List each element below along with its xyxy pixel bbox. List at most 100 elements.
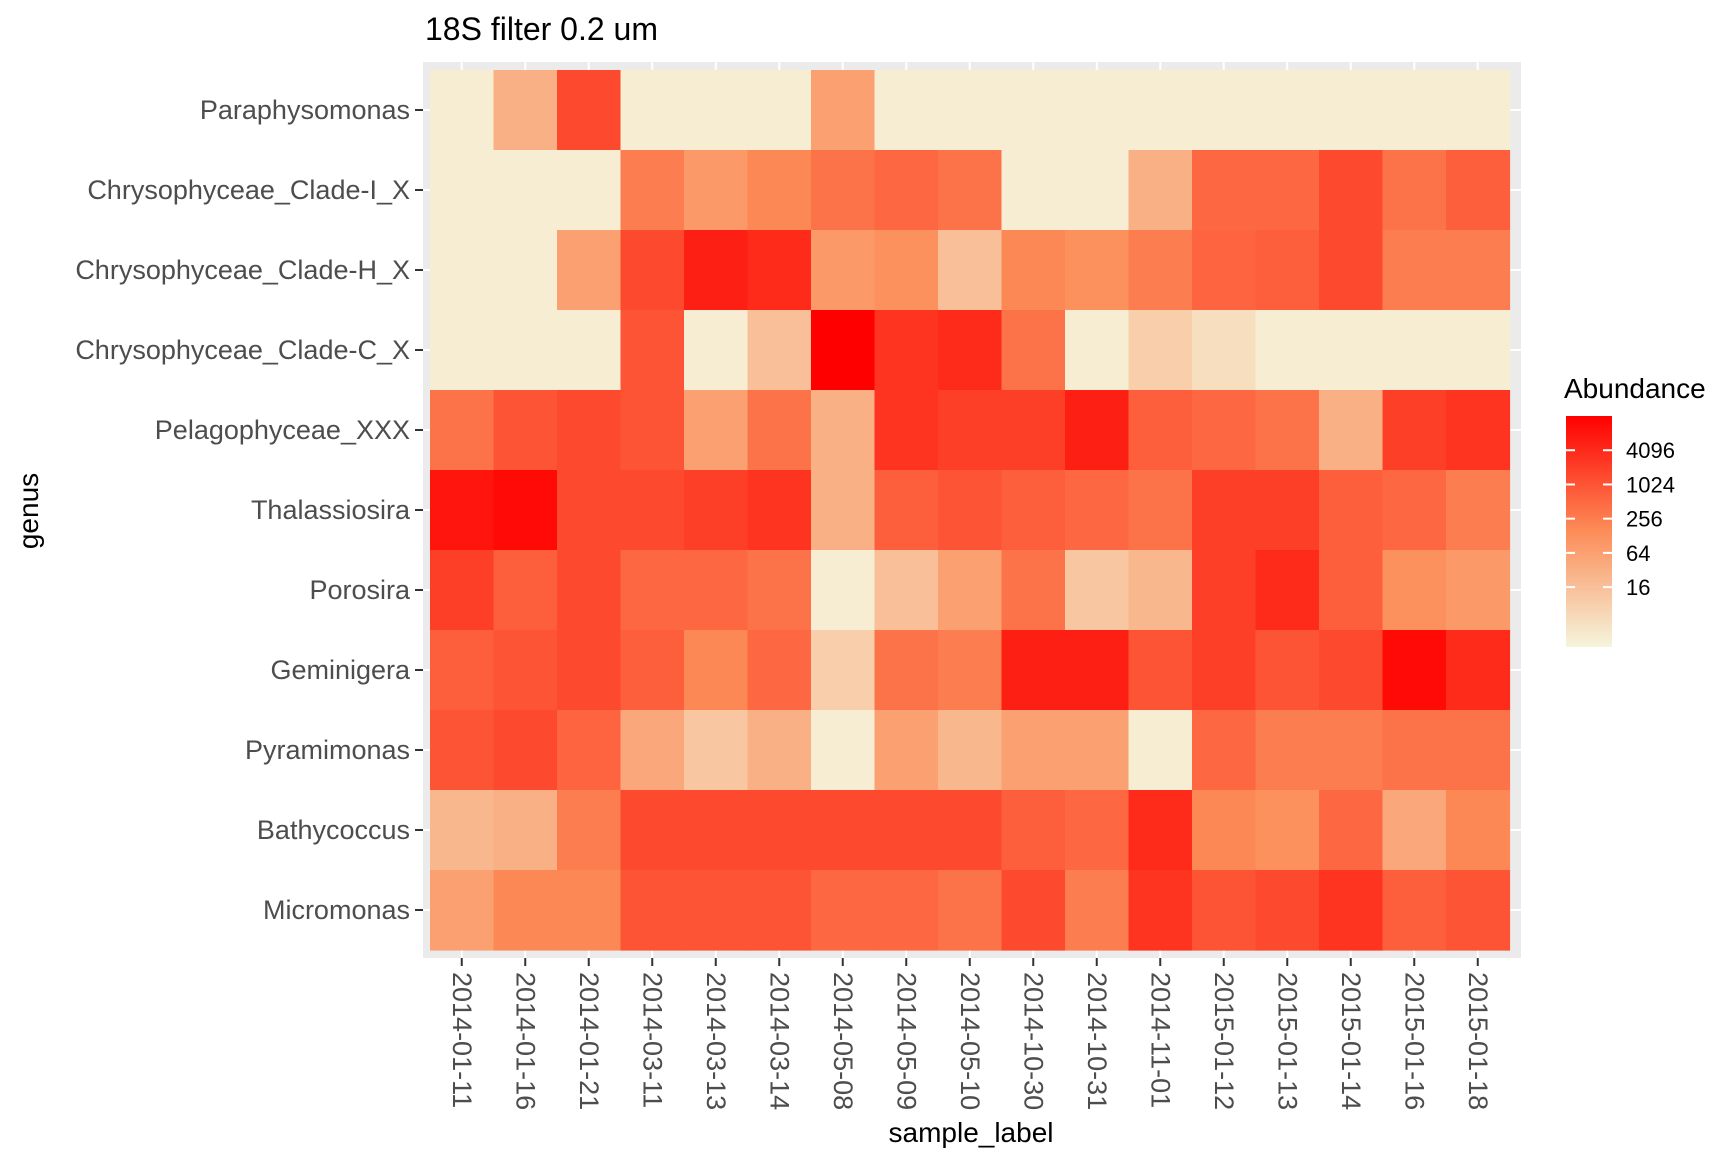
heatmap-cell [1192, 710, 1257, 791]
heatmap-cell [938, 470, 1003, 551]
heatmap-cell [811, 550, 876, 631]
heatmap-cell [1382, 630, 1447, 711]
heatmap-cell [938, 70, 1003, 151]
heatmap-cell [1192, 870, 1257, 951]
heatmap-cell [874, 630, 939, 711]
heatmap-cell [1446, 310, 1511, 391]
heatmap-cell [1001, 230, 1066, 311]
heatmap-cell [1192, 550, 1257, 631]
x-tick-label: 2014-03-13 [701, 972, 731, 1110]
x-tick-label: 2015-01-16 [1399, 972, 1429, 1110]
heatmap-cell [747, 710, 812, 791]
heatmap-cell [1382, 710, 1447, 791]
heatmap-cell [430, 70, 495, 151]
heatmap-cell [874, 390, 939, 471]
heatmap-cell [938, 710, 1003, 791]
heatmap-cell [1382, 790, 1447, 871]
legend-tick-label: 1024 [1626, 472, 1675, 497]
heatmap-cell [1128, 470, 1193, 551]
heatmap-cell [1128, 70, 1193, 151]
x-tick-label: 2015-01-12 [1209, 972, 1239, 1110]
heatmap-cell [684, 470, 749, 551]
heatmap-cell [620, 70, 685, 151]
heatmap-cell [1446, 550, 1511, 631]
heatmap-cell [1319, 310, 1384, 391]
heatmap-cell [557, 870, 622, 951]
heatmap-cell [747, 70, 812, 151]
heatmap-cell [430, 790, 495, 871]
heatmap-cell [1065, 710, 1130, 791]
heatmap-cell [1192, 470, 1257, 551]
heatmap-cell [620, 150, 685, 231]
heatmap-cell [1319, 230, 1384, 311]
heatmap-cell [1192, 70, 1257, 151]
heatmap-cell [938, 550, 1003, 631]
heatmap-cell [1319, 870, 1384, 951]
heatmap-cell [747, 470, 812, 551]
heatmap-cell [1065, 470, 1130, 551]
x-tick-label: 2014-05-09 [891, 972, 921, 1110]
heatmap-cell [1065, 70, 1130, 151]
heatmap-cell [1446, 390, 1511, 471]
heatmap-cell [1382, 230, 1447, 311]
heatmap-cell [620, 710, 685, 791]
heatmap-cell [1319, 710, 1384, 791]
heatmap-cell [747, 630, 812, 711]
heatmap-cell [557, 790, 622, 871]
heatmap-cell [620, 470, 685, 551]
heatmap-cell [620, 550, 685, 631]
heatmap-cell [1128, 790, 1193, 871]
y-axis: Paraphysomonas Chrysophyceae_Clade-I_X Chr… [75, 95, 423, 925]
heatmap-cell [430, 310, 495, 391]
legend-tick-label: 16 [1626, 575, 1650, 600]
heatmap-cell [1255, 70, 1320, 151]
heatmap-cell [874, 790, 939, 871]
heatmap-cell [1001, 390, 1066, 471]
heatmap-cell [493, 790, 558, 871]
heatmap-cell [684, 310, 749, 391]
heatmap-cell [1382, 310, 1447, 391]
y-tick-label: Geminigera [270, 655, 411, 685]
heatmap-cell [1065, 310, 1130, 391]
y-tick-label: Bathycoccus [257, 815, 410, 845]
heatmap-cell [557, 550, 622, 631]
heatmap-cell [938, 390, 1003, 471]
heatmap-cell [811, 710, 876, 791]
heatmap-cell [1001, 630, 1066, 711]
heatmap-cell [1001, 470, 1066, 551]
heatmap-cell [430, 550, 495, 631]
heatmap-cell [684, 390, 749, 471]
heatmap-cell [493, 70, 558, 151]
heatmap-cell [1319, 70, 1384, 151]
heatmap-cell [747, 790, 812, 871]
heatmap-cell [1382, 870, 1447, 951]
heatmap-cell [557, 630, 622, 711]
heatmap-cell [747, 230, 812, 311]
heatmap-cell [1255, 150, 1320, 231]
y-tick-label: Pelagophyceae_XXX [155, 415, 410, 445]
heatmap-cell [1001, 550, 1066, 631]
y-tick-label: Chrysophyceae_Clade-C_X [75, 335, 410, 365]
heatmap-cell [1001, 710, 1066, 791]
heatmap-cell [493, 870, 558, 951]
heatmap-cell [811, 230, 876, 311]
heatmap-cell [1446, 70, 1511, 151]
legend-title: Abundance [1564, 373, 1706, 404]
heatmap-cell [1319, 630, 1384, 711]
heatmap-cell [811, 790, 876, 871]
heatmap-cell [1446, 630, 1511, 711]
heatmap-cell [874, 550, 939, 631]
heatmap-cell [493, 390, 558, 471]
heatmap-cell [430, 150, 495, 231]
heatmap-cell [684, 70, 749, 151]
x-axis: 2014-01-11 2014-01-16 2014-01-21 2014-03-11… [447, 958, 1493, 1110]
heatmap-cell [1192, 790, 1257, 871]
heatmap-cell [1382, 150, 1447, 231]
heatmap-cell [557, 70, 622, 151]
heatmap-cell [430, 630, 495, 711]
heatmap-cell [557, 150, 622, 231]
x-tick-label: 2014-11-01 [1145, 972, 1175, 1108]
heatmap-cell [1446, 870, 1511, 951]
heatmap-cell [1065, 230, 1130, 311]
heatmap-cell [684, 630, 749, 711]
